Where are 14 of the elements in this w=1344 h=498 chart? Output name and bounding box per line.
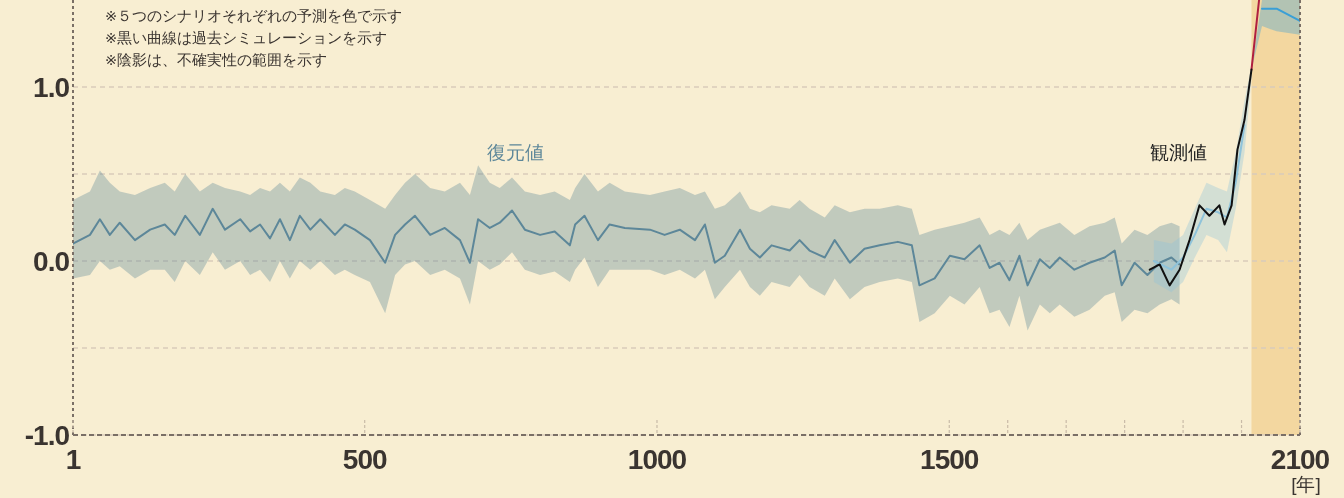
y-tick-label: 0.0 <box>33 246 70 277</box>
x-tick-label: 500 <box>342 444 387 475</box>
annotation: 観測値 <box>1149 142 1207 163</box>
annotation: ※５つのシナリオそれぞれの予測を色で示す <box>105 8 403 24</box>
line-series <box>73 207 1181 287</box>
line-series <box>1152 124 1246 271</box>
annotation: ※陰影は、不確実性の範囲を示す <box>105 52 328 68</box>
x-axis-title: [年] <box>1291 474 1321 495</box>
y-tick-label: 1.0 <box>33 72 70 103</box>
annotation: ※黒い曲線は過去シミュレーションを示す <box>105 30 388 46</box>
x-tick-label: 1500 <box>920 444 979 475</box>
annotation: 復元値 <box>486 142 544 163</box>
x-tick-label: 2100 <box>1270 444 1330 475</box>
x-tick-label: 1000 <box>627 444 687 475</box>
